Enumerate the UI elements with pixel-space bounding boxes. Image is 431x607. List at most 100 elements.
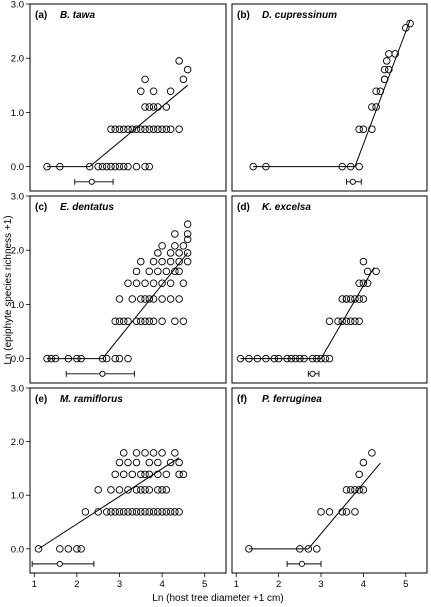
data-point xyxy=(325,354,334,363)
data-point xyxy=(325,317,334,325)
panel-tag: (a) xyxy=(35,10,47,21)
data-point xyxy=(141,279,149,288)
data-point xyxy=(355,162,363,171)
data-point xyxy=(137,470,145,479)
data-point xyxy=(355,295,363,303)
data-point xyxy=(141,470,149,479)
data-point xyxy=(325,508,334,516)
data-point xyxy=(154,125,162,133)
data-point xyxy=(368,449,376,457)
breakpoint-estimate xyxy=(309,370,316,377)
data-point xyxy=(107,508,115,516)
data-point xyxy=(385,65,393,74)
data-point xyxy=(43,162,51,171)
data-point xyxy=(166,279,175,288)
data-point xyxy=(355,470,363,479)
data-point xyxy=(338,317,346,325)
data-point xyxy=(382,57,391,65)
data-point xyxy=(287,354,296,363)
data-point xyxy=(141,103,149,111)
data-point xyxy=(73,354,81,363)
fit-line xyxy=(248,462,381,550)
data-point xyxy=(313,545,321,553)
data-point xyxy=(124,125,132,133)
x-tick-label: 5 xyxy=(403,579,408,590)
data-point xyxy=(73,545,81,553)
data-point xyxy=(171,242,179,250)
data-point xyxy=(380,65,389,74)
data-point xyxy=(141,508,149,516)
data-point xyxy=(128,508,137,516)
y-tick-label: 1.0 xyxy=(11,300,24,311)
data-point xyxy=(149,508,158,516)
panel-species: K. excelsa xyxy=(262,202,311,213)
data-point xyxy=(171,267,179,276)
data-point xyxy=(132,449,141,457)
data-point xyxy=(132,486,141,494)
data-point xyxy=(166,295,175,303)
data-point xyxy=(102,162,111,171)
data-point xyxy=(119,317,128,325)
data-point xyxy=(363,279,372,288)
data-point xyxy=(98,162,107,171)
data-point xyxy=(346,162,355,171)
x-tick-label: 4 xyxy=(361,579,366,590)
data-point xyxy=(154,103,162,111)
breakpoint-estimate xyxy=(349,178,356,185)
data-point xyxy=(162,508,171,516)
fit-line xyxy=(47,252,189,360)
data-point xyxy=(368,103,376,111)
data-point xyxy=(154,249,162,257)
data-point xyxy=(372,103,380,111)
data-point xyxy=(145,125,154,133)
data-point xyxy=(183,235,192,244)
data-point xyxy=(102,508,111,516)
data-point xyxy=(363,267,372,276)
data-point xyxy=(145,486,154,494)
data-point xyxy=(158,125,166,133)
data-point xyxy=(158,449,166,457)
data-point xyxy=(149,125,158,133)
data-point xyxy=(158,242,166,250)
data-point xyxy=(321,354,330,363)
data-point xyxy=(94,508,102,516)
panel-species: E. dentatus xyxy=(60,202,114,213)
data-point xyxy=(342,317,351,325)
data-point xyxy=(56,545,64,553)
data-point xyxy=(313,354,321,363)
data-point xyxy=(137,486,145,494)
data-point xyxy=(162,470,171,479)
data-point xyxy=(166,249,175,257)
data-point xyxy=(359,257,368,266)
data-point xyxy=(175,508,183,516)
data-point xyxy=(81,508,90,516)
data-point xyxy=(175,458,183,467)
data-point xyxy=(145,508,154,516)
data-point xyxy=(137,508,145,516)
data-point xyxy=(128,470,137,479)
data-point xyxy=(245,354,253,363)
data-point xyxy=(372,267,380,276)
data-point xyxy=(334,317,342,325)
data-point xyxy=(141,295,149,303)
panel-tag: (b) xyxy=(237,10,250,21)
data-point xyxy=(355,279,363,288)
data-point xyxy=(351,317,359,325)
data-point xyxy=(283,354,291,363)
data-point xyxy=(376,87,385,96)
data-point xyxy=(342,295,351,303)
data-point xyxy=(132,458,141,467)
data-point xyxy=(64,354,73,363)
fit-line xyxy=(38,457,180,550)
panel-tag: (c) xyxy=(35,202,47,213)
data-point xyxy=(115,508,124,516)
data-point xyxy=(406,19,414,28)
data-point xyxy=(158,317,166,325)
data-point xyxy=(355,486,363,494)
data-point xyxy=(145,458,154,467)
data-point xyxy=(175,295,183,303)
data-point xyxy=(359,125,368,133)
y-tick-label: 2.0 xyxy=(11,54,24,65)
data-point xyxy=(162,125,171,133)
